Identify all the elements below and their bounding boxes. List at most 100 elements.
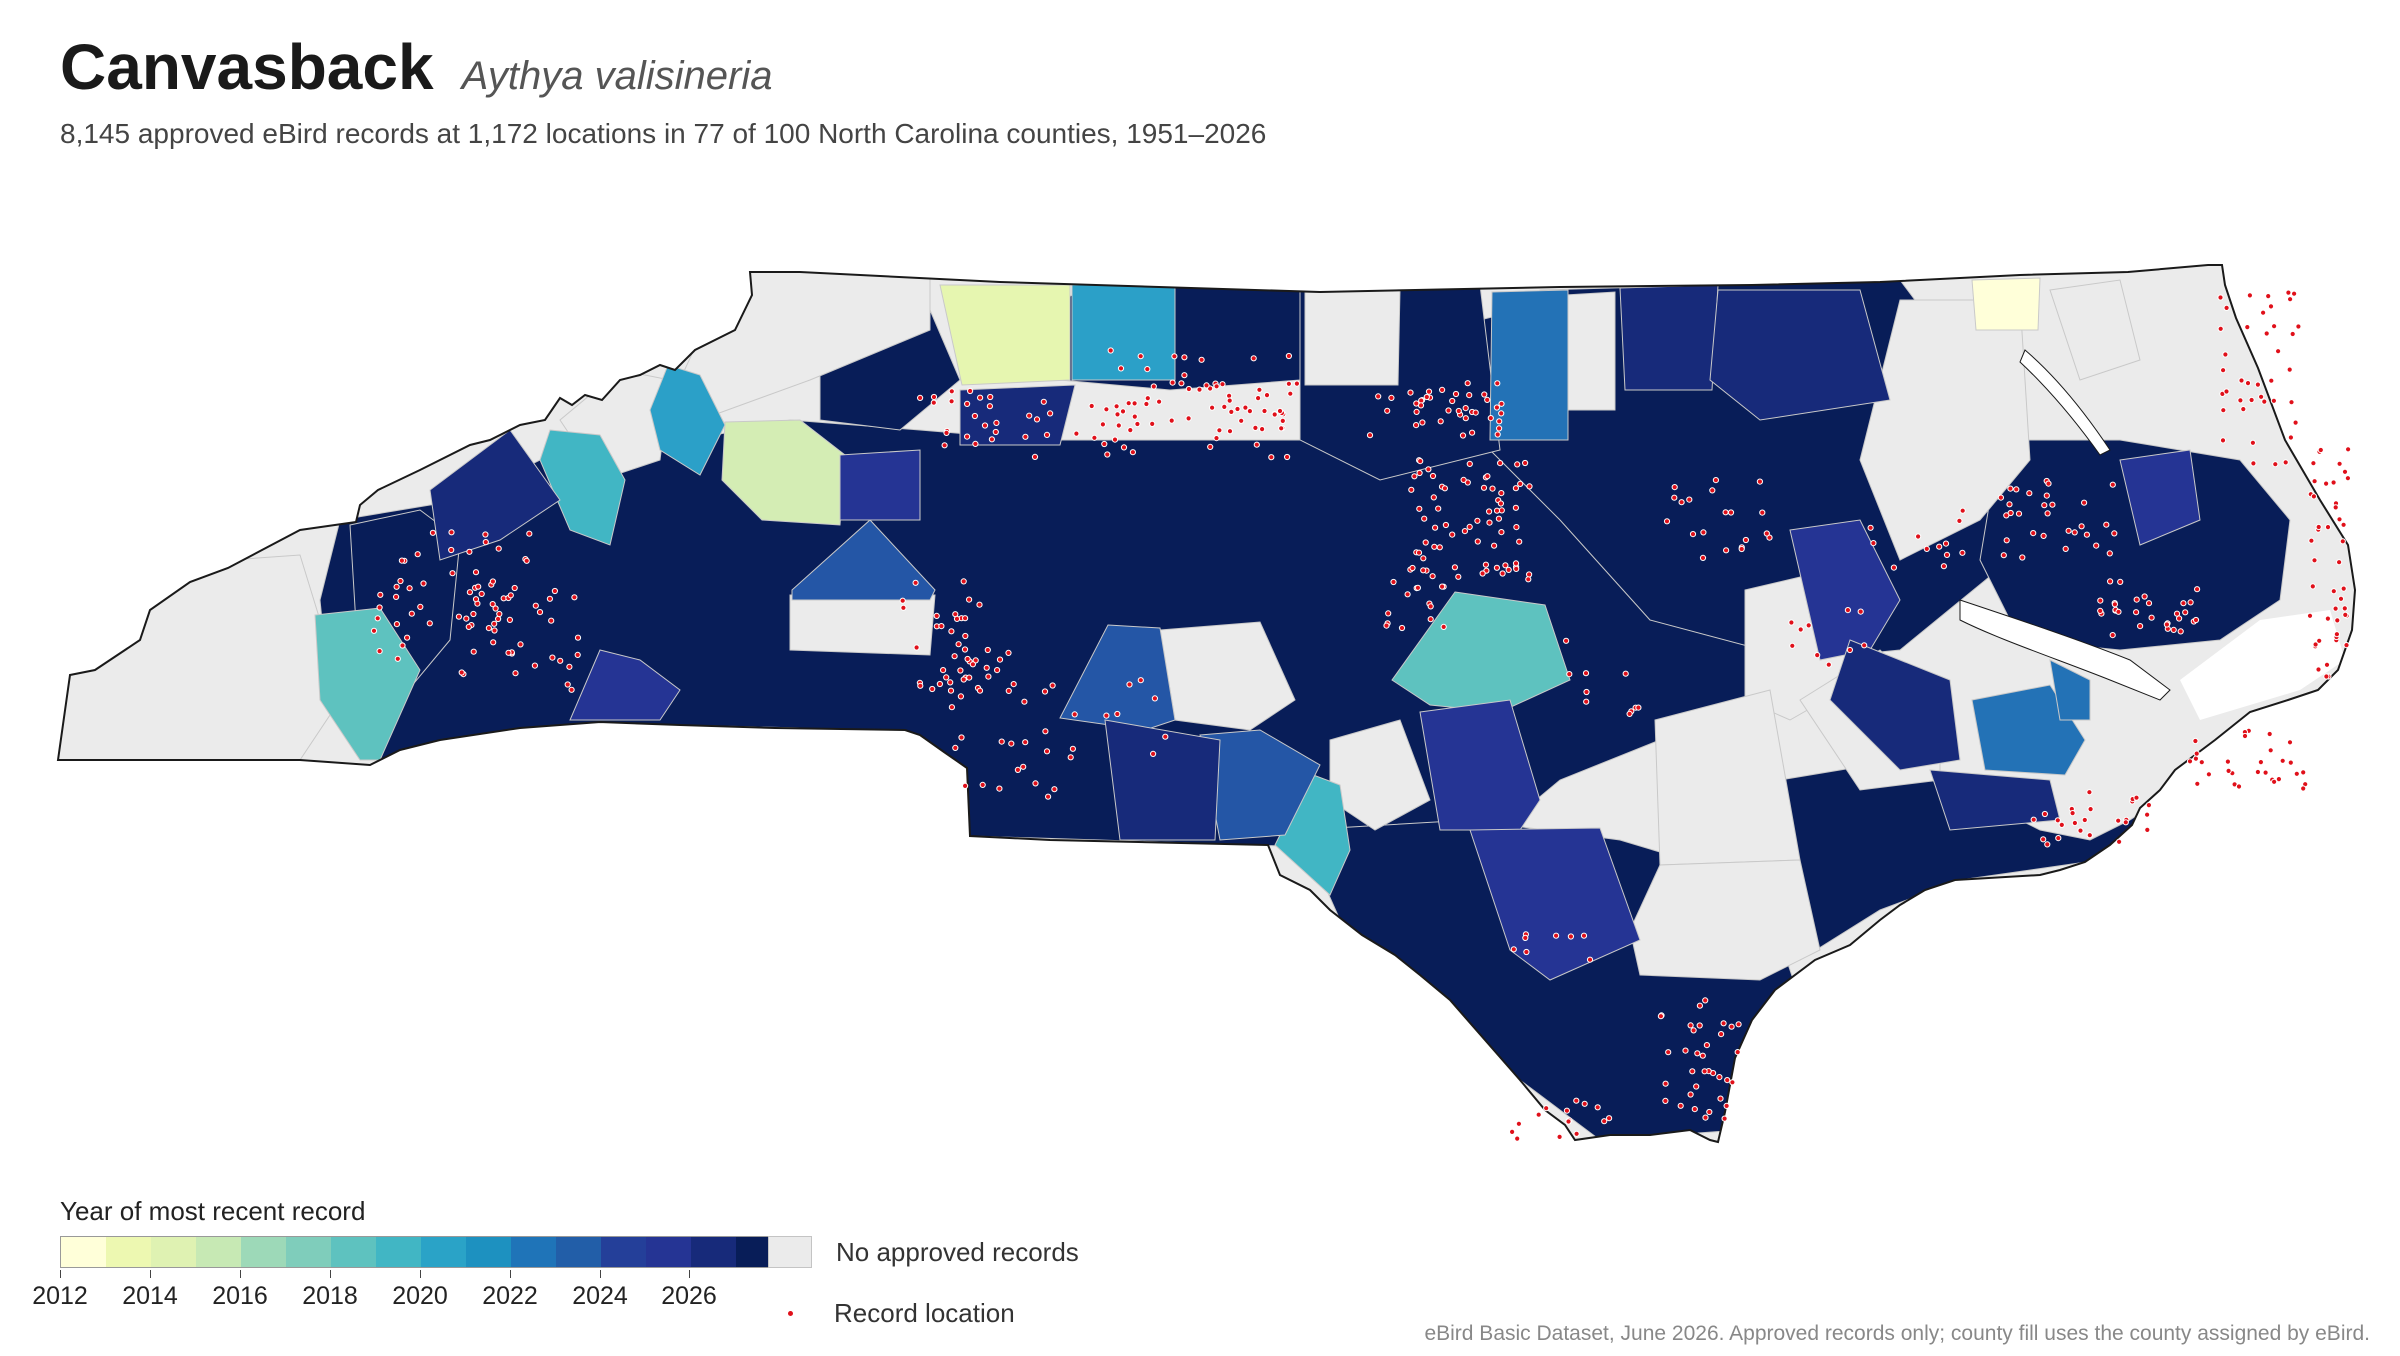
record-dot (1959, 549, 1966, 556)
record-dot (1687, 1091, 1694, 1098)
record-dot (1553, 932, 1560, 939)
record-dot (470, 610, 477, 618)
record-dot (948, 388, 955, 395)
record-dot (1814, 652, 1821, 659)
record-dot (2265, 293, 2272, 300)
record-dot (1702, 997, 1709, 1004)
record-dot (2343, 642, 2350, 649)
record-dot (1045, 793, 1052, 800)
record-dot (1474, 538, 1481, 545)
record-dot (1797, 626, 1804, 633)
record-dot (1583, 688, 1590, 696)
record-dot (2295, 323, 2302, 330)
record-dot (2334, 617, 2341, 624)
record-dot (2117, 578, 2124, 586)
record-dot (981, 422, 989, 429)
record-dot (2007, 485, 2014, 492)
record-dot (2219, 437, 2227, 444)
record-dot (2312, 641, 2319, 648)
record-dot (2097, 597, 2104, 604)
record-dot (1419, 419, 1426, 426)
record-dot (1111, 436, 1119, 443)
record-dot (489, 601, 496, 608)
record-dot (1706, 1108, 1713, 1116)
record-dot (2026, 490, 2033, 497)
record-dot (1514, 1135, 1521, 1142)
record-dot (1422, 539, 1429, 546)
ramp-tick (150, 1270, 151, 1278)
record-dot (1722, 509, 1729, 516)
record-dot (1246, 408, 1254, 415)
no-records-label: No approved records (836, 1236, 1079, 1267)
record-dot (971, 412, 979, 420)
record-dot (1390, 578, 1397, 586)
record-dot (1445, 407, 1452, 414)
record-dot (2205, 771, 2212, 778)
record-dot (1509, 1128, 1516, 1136)
record-dot (566, 663, 573, 670)
ramp-tick-label: 2026 (661, 1282, 717, 1310)
record-dot (1543, 1105, 1550, 1112)
record-dot (472, 569, 480, 576)
record-dot (2275, 348, 2282, 355)
record-dot (1408, 486, 1415, 493)
record-dot (2287, 434, 2294, 441)
record-dot (2115, 608, 2122, 615)
record-dot (984, 646, 991, 654)
record-dot (393, 583, 400, 590)
record-dot (1583, 698, 1590, 705)
ramp-tick (420, 1270, 421, 1278)
record-dot (2000, 552, 2007, 559)
record-dot (1657, 1013, 1665, 1020)
record-dot (2041, 502, 2048, 509)
record-dot (2225, 767, 2232, 775)
record-dot (1573, 1097, 1580, 1104)
record-dot (374, 615, 381, 622)
record-dot (1460, 476, 1467, 483)
record-dot (2330, 588, 2337, 595)
record-dot (988, 436, 996, 443)
record-dot (1959, 507, 1966, 514)
county-2024-e (1469, 827, 1641, 981)
record-dot (1020, 763, 1027, 770)
record-dot (2286, 739, 2294, 746)
record-dot (1474, 517, 1481, 524)
record-dot (1213, 383, 1220, 390)
record-dot (1496, 418, 1503, 425)
ramp-tick-label: 2018 (302, 1282, 358, 1310)
record-dot (1665, 1049, 1672, 1056)
record-dot (1209, 404, 1216, 411)
record-dot (1417, 458, 1424, 465)
record-dot (996, 656, 1004, 663)
record-dot (571, 594, 578, 601)
record-locations (370, 289, 2352, 1142)
record-dot (2103, 521, 2110, 528)
county-2020-west (649, 364, 726, 476)
record-dot (948, 398, 955, 405)
record-dot (1701, 1068, 1708, 1075)
record-dot (1499, 570, 1506, 577)
record-dot (1407, 389, 1414, 396)
record-dot (1493, 404, 1501, 411)
record-dot (532, 602, 539, 609)
record-dot (948, 628, 955, 635)
record-dot (2323, 673, 2330, 680)
record-dot (1238, 417, 1245, 424)
record-dot (1484, 473, 1491, 480)
record-dot (491, 620, 498, 627)
record-dot (2288, 399, 2295, 406)
record-dot (1709, 487, 1716, 494)
record-dot (1493, 564, 1501, 571)
record-dot (2106, 550, 2113, 557)
record-dot (1162, 733, 1169, 740)
record-dot (1462, 405, 1469, 412)
record-dot (1690, 1027, 1697, 1034)
record-dot (2275, 776, 2282, 783)
record-dot (1494, 431, 1501, 438)
record-dot (1103, 712, 1110, 719)
record-dot (1861, 642, 1868, 649)
record-dot (1700, 529, 1707, 536)
record-dot (930, 393, 938, 401)
record-dot (1687, 1022, 1694, 1029)
record-dot (1107, 347, 1114, 354)
